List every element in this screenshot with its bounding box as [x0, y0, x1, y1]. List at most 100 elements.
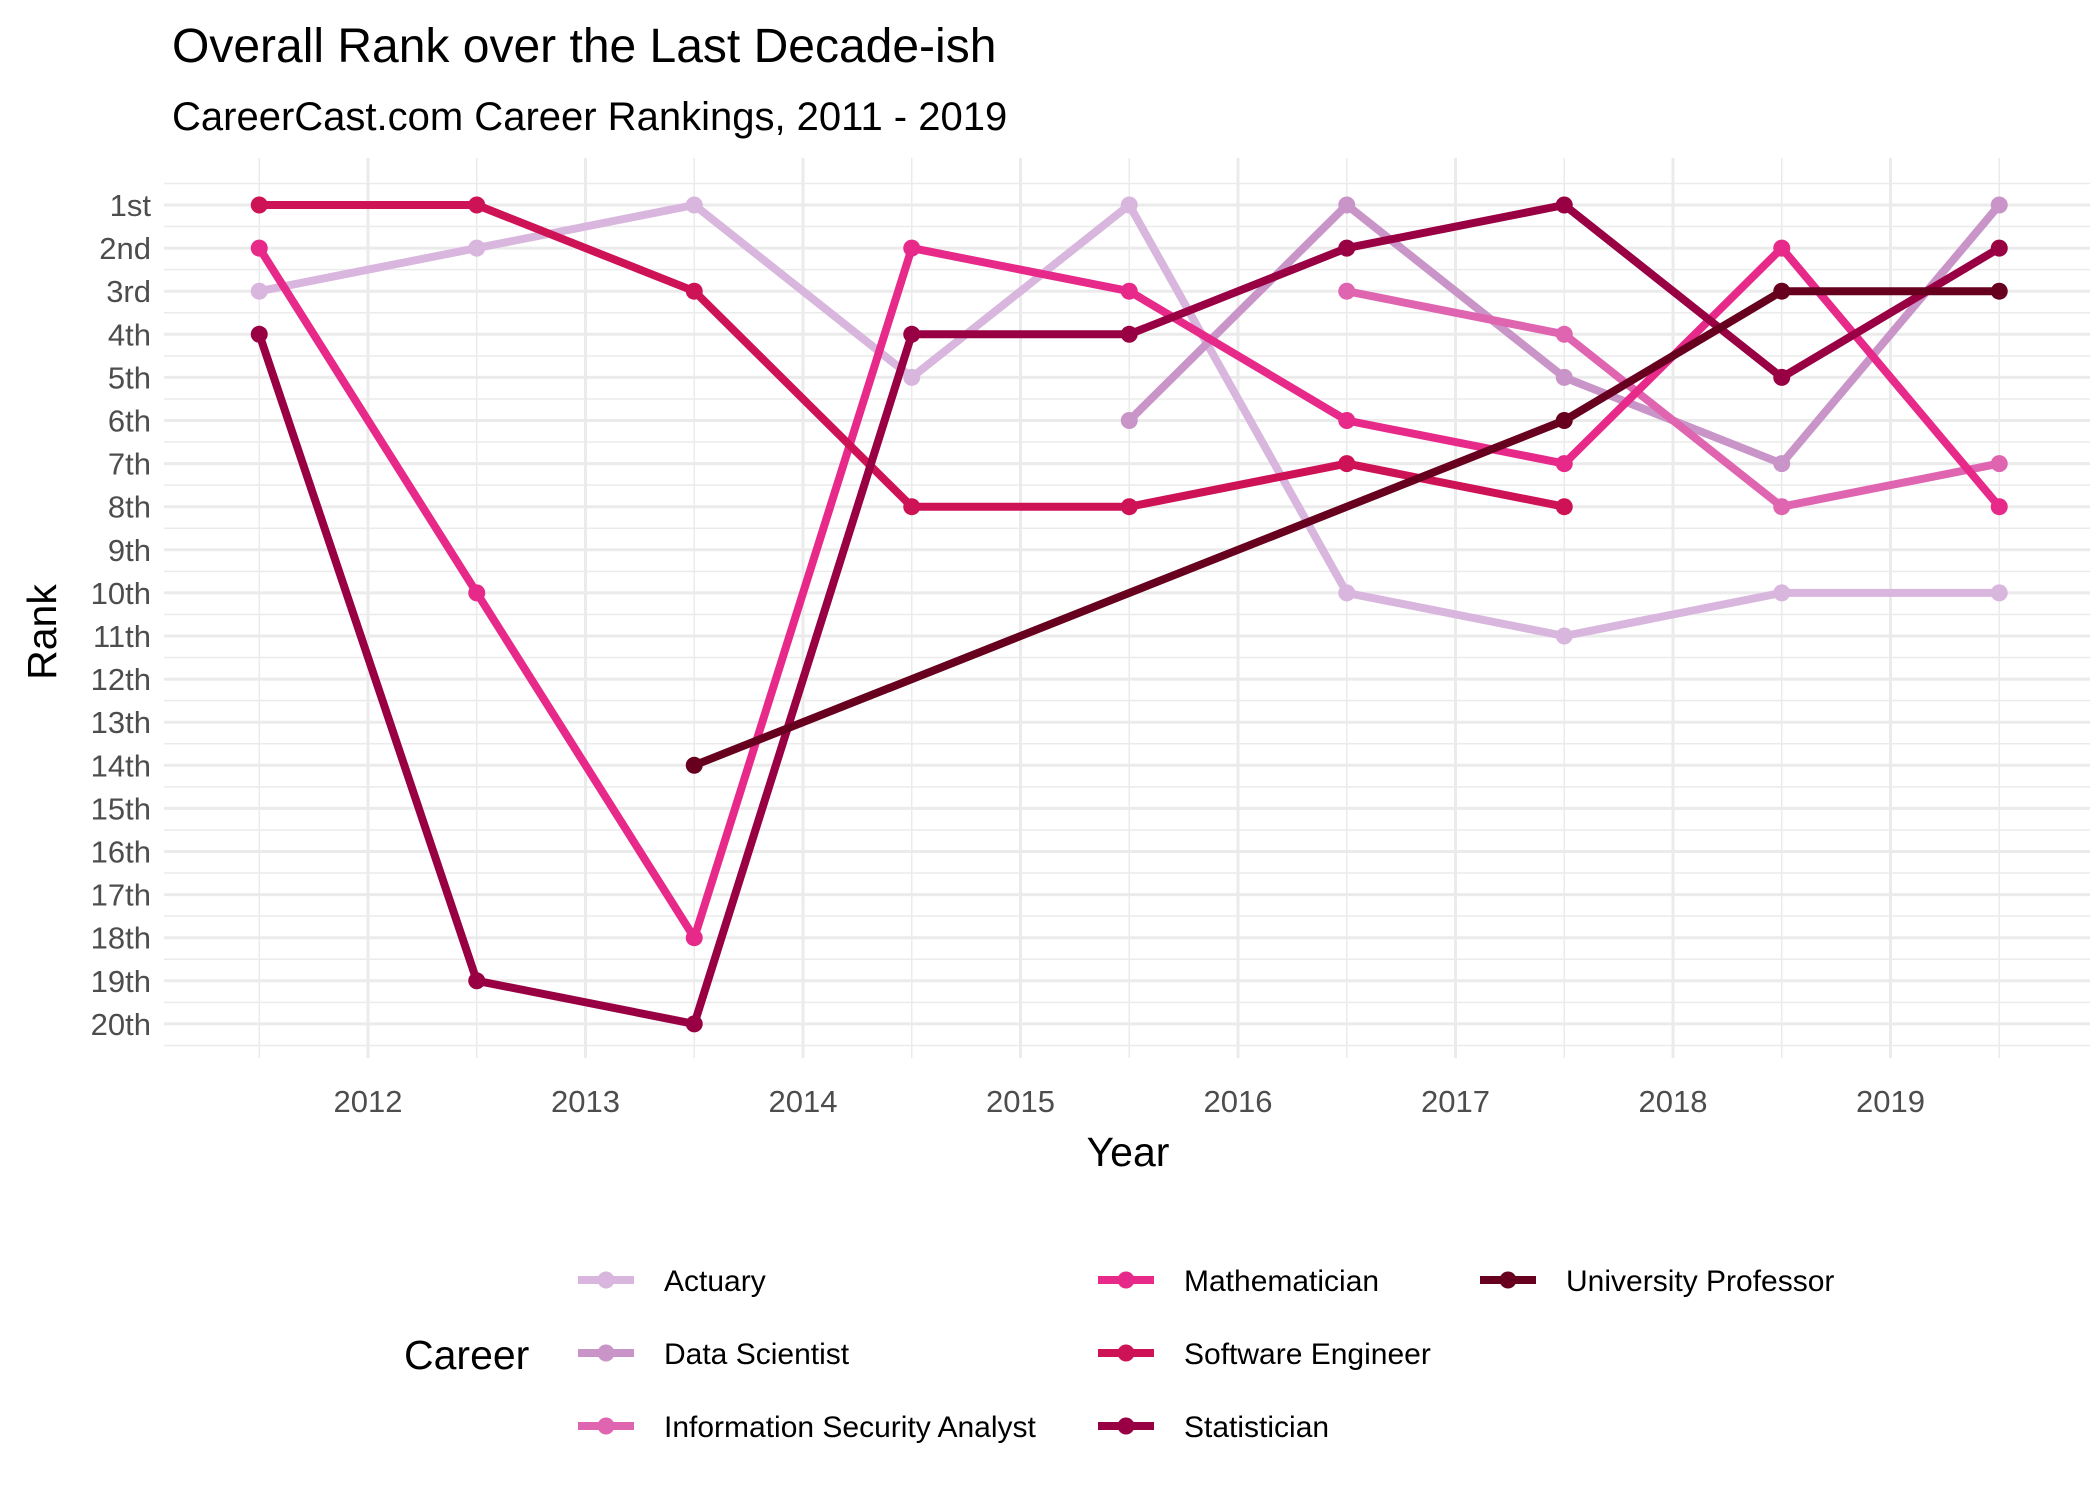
data-point [685, 282, 703, 300]
data-point [1555, 196, 1573, 214]
data-point [1338, 196, 1356, 214]
data-point [1773, 282, 1791, 300]
y-tick-label: 13th [91, 705, 151, 740]
y-tick-label: 12th [91, 662, 151, 697]
y-tick-label: 17th [91, 878, 151, 913]
data-point [685, 196, 703, 214]
x-tick-label: 2017 [1421, 1084, 1490, 1119]
data-point [468, 972, 486, 990]
legend-title: Career [404, 1332, 529, 1378]
legend-label: Information Security Analyst [664, 1411, 1037, 1444]
data-point [1338, 455, 1356, 473]
legend-swatch-point [597, 1417, 615, 1435]
x-tick-label: 2012 [334, 1084, 403, 1119]
legend-swatch-point [1117, 1417, 1135, 1435]
data-point [903, 498, 921, 516]
data-point [1773, 455, 1791, 473]
series-software-engineer [250, 196, 1573, 516]
data-point [1555, 412, 1573, 429]
legend-swatch-point [597, 1271, 615, 1289]
data-point [1990, 282, 2008, 300]
x-tick-label: 2018 [1639, 1084, 1708, 1119]
data-point [1120, 282, 1138, 300]
legend-swatch-point [1499, 1271, 1517, 1289]
legend-item: Information Security Analyst [578, 1411, 1037, 1444]
x-tick-label: 2016 [1204, 1084, 1273, 1119]
y-tick-label: 5th [108, 360, 151, 395]
series-line [1346, 287, 2001, 511]
chart-title: Overall Rank over the Last Decade-ish [172, 20, 996, 73]
x-axis-ticks: 2012 2013 2014 2015 2016 2017 2018 2019 [334, 1084, 1925, 1119]
x-axis-title: Year [1087, 1129, 1170, 1175]
legend-label: Mathematician [1184, 1265, 1379, 1298]
data-point [250, 282, 268, 300]
data-point [1773, 498, 1791, 516]
y-tick-label: 20th [91, 1007, 151, 1042]
data-point [1773, 584, 1791, 602]
data-point [1990, 196, 2008, 214]
data-point [1120, 412, 1138, 429]
y-tick-label: 15th [91, 791, 151, 826]
y-tick-label: 1st [110, 188, 152, 223]
data-point [1338, 412, 1356, 429]
y-tick-label: 14th [91, 748, 151, 783]
data-point [1338, 239, 1356, 257]
y-tick-label: 3rd [106, 274, 151, 309]
series-statistician [250, 196, 2008, 1033]
data-point [1555, 455, 1573, 473]
x-tick-label: 2015 [986, 1084, 1055, 1119]
y-tick-label: 6th [108, 404, 151, 439]
y-tick-label: 11th [93, 619, 151, 654]
data-point [903, 239, 921, 257]
data-point [685, 1015, 703, 1033]
data-point [1120, 325, 1138, 343]
data-point [1990, 239, 2008, 257]
x-tick-label: 2019 [1856, 1084, 1925, 1119]
data-point [468, 239, 486, 257]
data-point [1555, 498, 1573, 516]
data-point [1990, 455, 2008, 473]
grid-lines [164, 158, 2090, 1058]
series-lines [250, 196, 2008, 1033]
y-tick-label: 19th [91, 964, 151, 999]
legend-item: Actuary [578, 1265, 766, 1298]
chart-subtitle: CareerCast.com Career Rankings, 2011 - 2… [172, 95, 1007, 139]
data-point [685, 929, 703, 947]
data-point [1120, 498, 1138, 516]
legend-item: Statistician [1098, 1411, 1329, 1444]
y-axis-title: Rank [19, 584, 65, 680]
data-point [1555, 368, 1573, 386]
data-point [1990, 498, 2008, 516]
data-point [1773, 368, 1791, 386]
data-point [1338, 584, 1356, 602]
data-point [685, 756, 703, 774]
legend: Career Actuary Data Scientist Information … [404, 1265, 1834, 1444]
legend-swatch-point [597, 1344, 615, 1362]
y-axis-ticks: 1st 2nd 3rd 4th 5th 6th 7th 8th 9th 10th 11th 12th 1… [91, 188, 152, 1042]
x-tick-label: 2013 [551, 1084, 620, 1119]
data-point [1120, 196, 1138, 214]
data-point [1555, 627, 1573, 645]
legend-item: Mathematician [1098, 1265, 1379, 1298]
data-point [250, 196, 268, 214]
series-university-professor [685, 282, 2008, 774]
data-point [1555, 325, 1573, 343]
data-point [1773, 239, 1791, 257]
y-tick-label: 2nd [99, 231, 151, 266]
x-tick-label: 2014 [769, 1084, 838, 1119]
legend-item: Software Engineer [1098, 1338, 1431, 1371]
series-information-security-analyst [1338, 282, 2008, 516]
series-line [692, 287, 2000, 770]
legend-label: Software Engineer [1184, 1338, 1431, 1371]
data-point [1338, 282, 1356, 300]
legend-label: Statistician [1184, 1411, 1329, 1444]
y-tick-label: 10th [91, 576, 151, 611]
legend-swatch-point [1117, 1271, 1135, 1289]
y-tick-label: 8th [108, 490, 151, 525]
y-tick-label: 4th [108, 317, 151, 352]
legend-label: Actuary [664, 1265, 766, 1298]
data-point [1990, 584, 2008, 602]
legend-item: University Professor [1480, 1265, 1834, 1298]
data-point [468, 584, 486, 602]
